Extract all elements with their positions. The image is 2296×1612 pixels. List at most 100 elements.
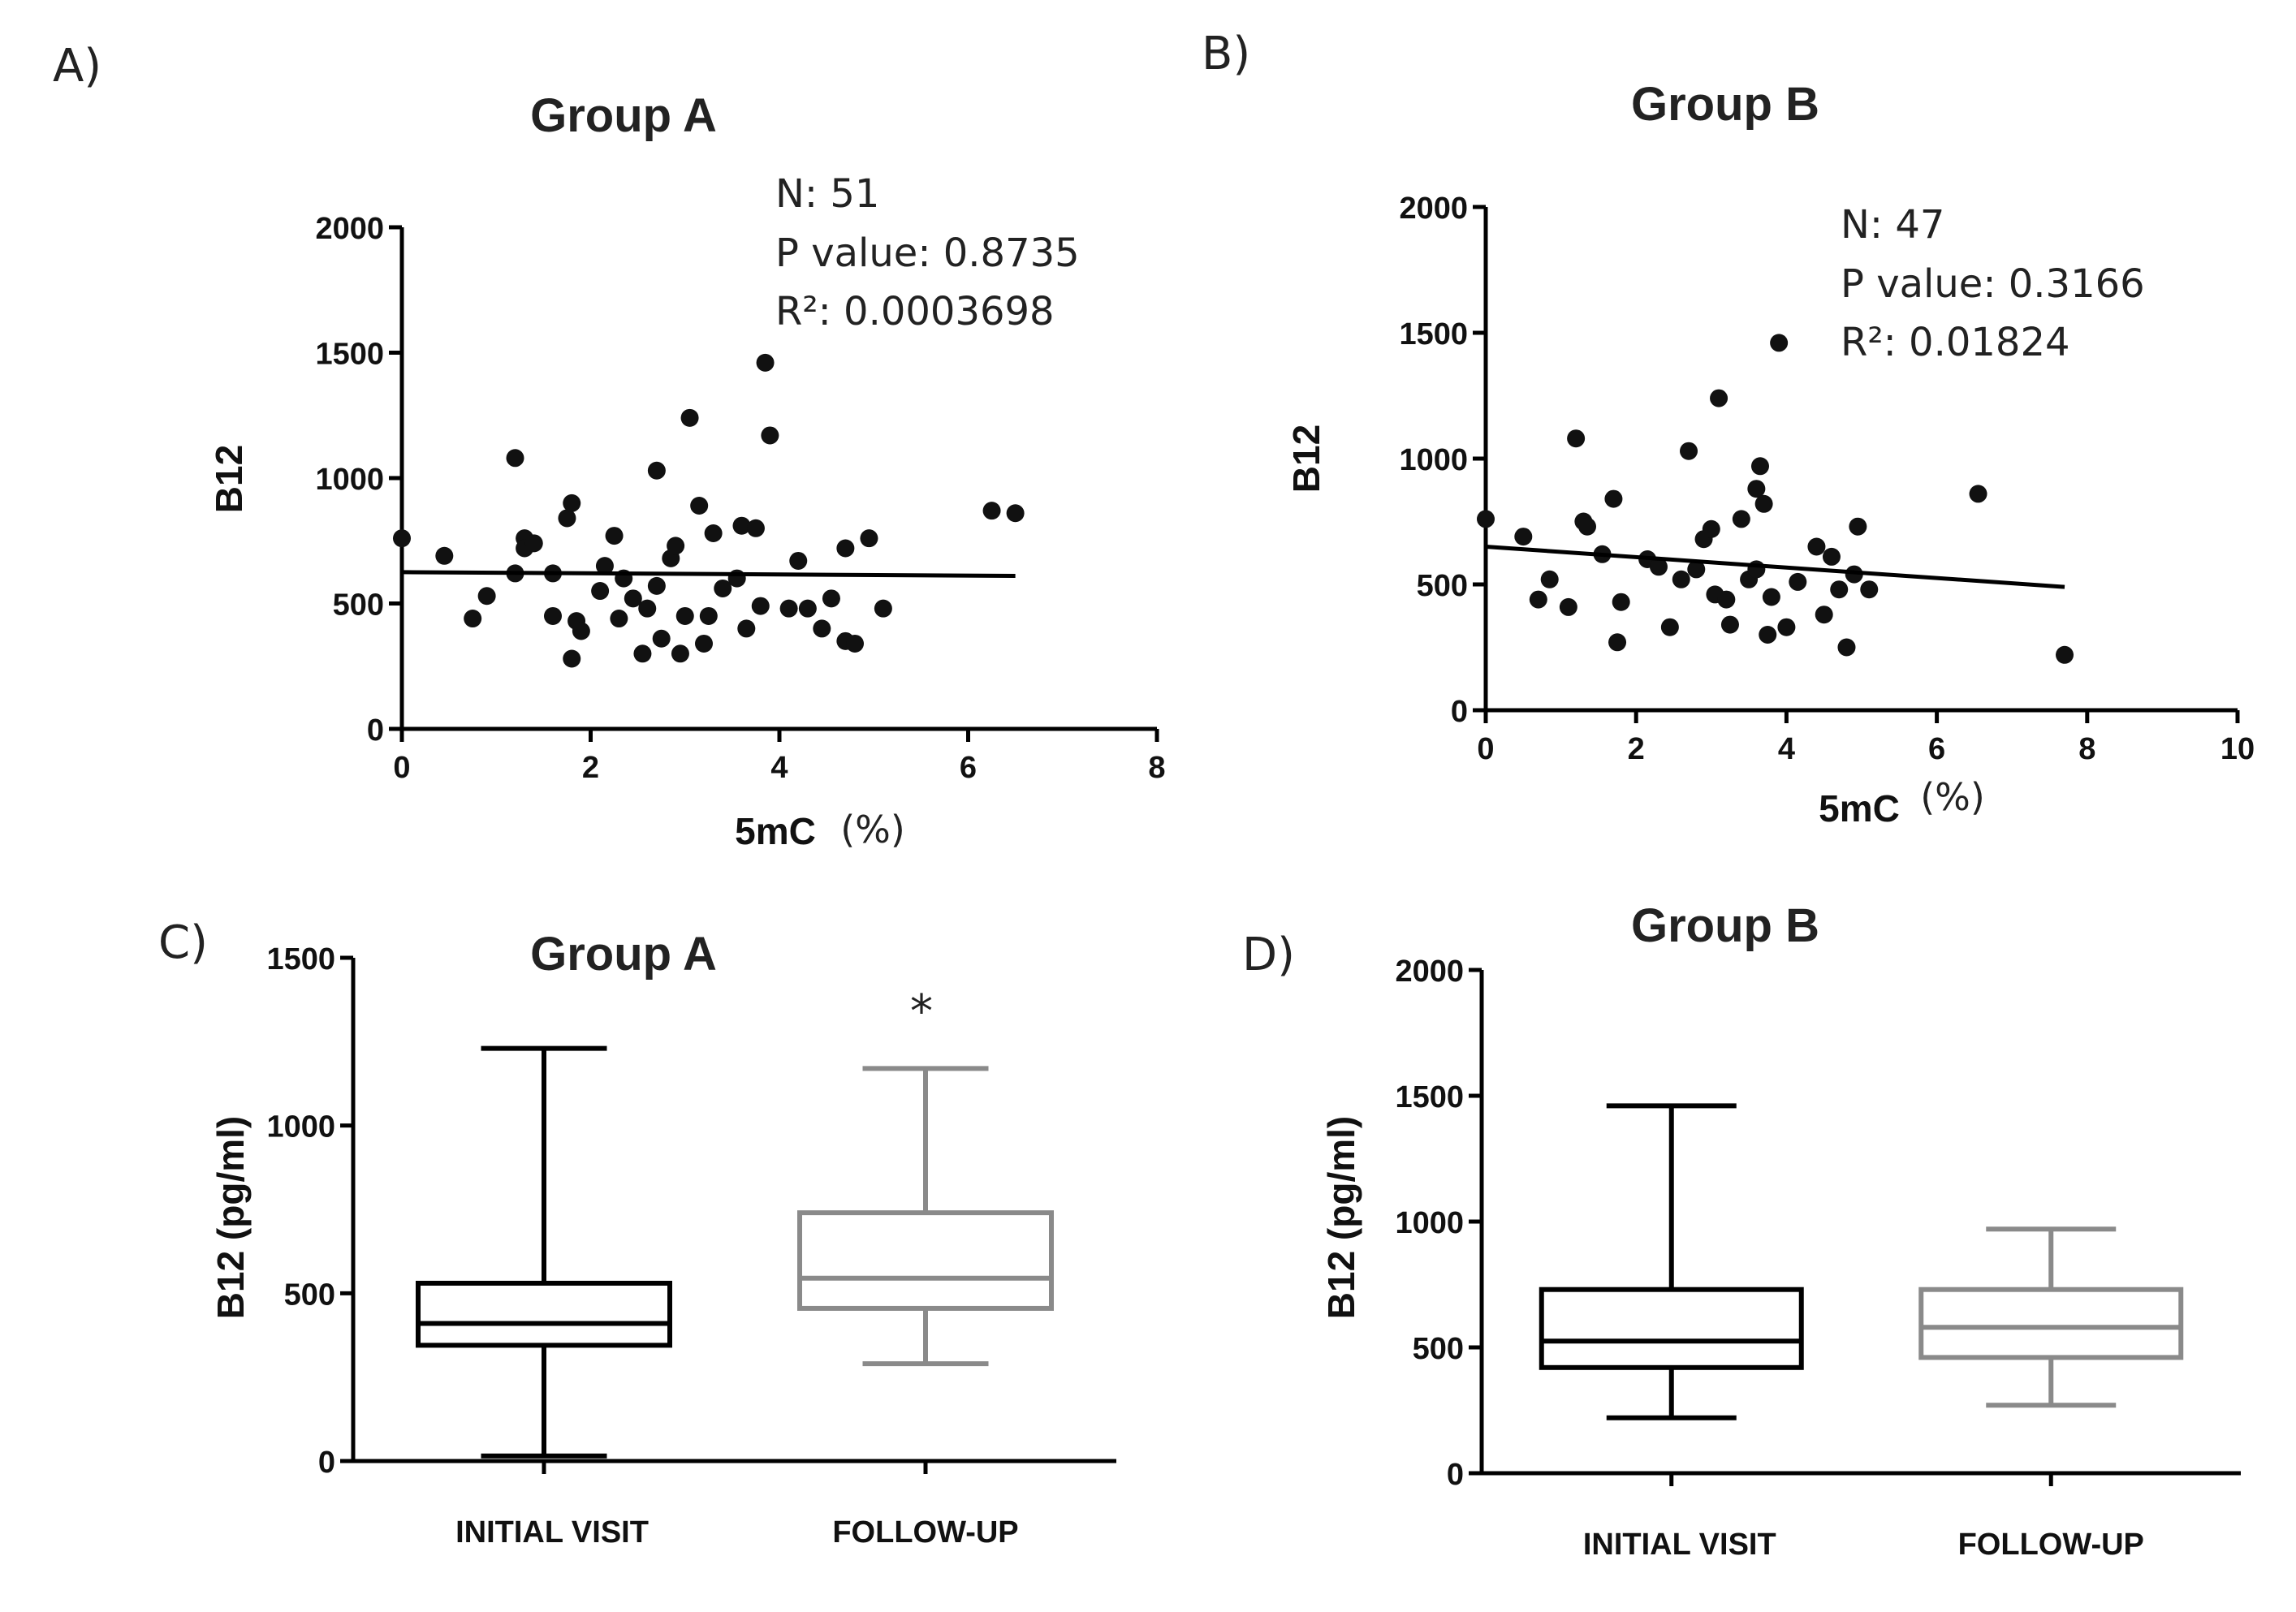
y-tick-label: 1500 <box>1395 1080 1464 1114</box>
x-tick-label: 2 <box>582 751 599 785</box>
data-point <box>714 579 732 597</box>
data-point <box>477 587 496 606</box>
data-point <box>751 597 770 615</box>
data-point <box>695 634 713 653</box>
y-tick-label: 0 <box>1447 1458 1464 1492</box>
data-point <box>1608 633 1627 652</box>
x-tick-label: 6 <box>1928 732 1945 766</box>
data-point <box>1747 480 1766 498</box>
data-point <box>1777 618 1796 636</box>
data-point <box>1559 597 1577 616</box>
data-point <box>1612 593 1630 611</box>
data-point <box>690 496 709 515</box>
panel-label-c: C) <box>158 916 208 969</box>
x-tick-label: 2 <box>1628 732 1645 766</box>
data-point <box>1720 615 1739 634</box>
data-point <box>610 610 628 628</box>
x-axis-unit-b: (%) <box>1920 775 1985 819</box>
data-point <box>874 599 892 618</box>
data-point <box>1578 517 1597 536</box>
data-point <box>822 589 840 608</box>
data-point <box>605 527 624 545</box>
stat-r-squared-b: R²: 0.01824 <box>1841 320 2070 365</box>
data-point <box>1762 588 1780 606</box>
y-axis-label-d: B12 (pg/ml) <box>1320 1116 1362 1319</box>
data-point <box>506 449 524 468</box>
y-tick-label: 2000 <box>1399 192 1468 226</box>
data-point <box>1815 606 1833 624</box>
y-axis-label-b: B12 <box>1285 425 1327 493</box>
data-point <box>667 537 685 555</box>
y-tick-label: 2000 <box>315 212 384 246</box>
data-point <box>1732 510 1750 528</box>
y-tick-label: 500 <box>284 1278 335 1312</box>
x-tick-label: 8 <box>2078 732 2095 766</box>
significance-marker-c: * <box>910 985 933 1038</box>
data-point <box>647 576 666 595</box>
stat-p-value-a: P value: 0.8735 <box>775 231 1080 276</box>
data-point <box>1789 572 1807 591</box>
data-point <box>1849 517 1867 536</box>
category-label: INITIAL VISIT <box>1583 1528 1776 1562</box>
stat-n-b: N: 47 <box>1841 202 1944 248</box>
data-point <box>756 353 775 372</box>
data-point <box>761 426 779 445</box>
x-tick-label: 0 <box>1477 732 1494 766</box>
data-point <box>1860 580 1879 599</box>
data-point <box>1717 590 1736 609</box>
data-point <box>524 534 543 553</box>
box-iqr <box>416 1280 672 1348</box>
chart-title-a: Group A <box>530 89 717 142</box>
data-point <box>558 509 576 528</box>
regression-line-b <box>1485 545 2065 589</box>
y-tick-label: 1000 <box>315 463 384 497</box>
data-point <box>1477 510 1495 528</box>
stat-r-squared-a: R²: 0.0003698 <box>775 289 1055 334</box>
data-point <box>746 519 765 537</box>
data-point <box>779 599 798 618</box>
stat-p-value-b: P value: 0.3166 <box>1841 261 2145 307</box>
category-label: FOLLOW-UP <box>832 1515 1018 1550</box>
data-point <box>1754 494 1773 513</box>
panel-label-b: B) <box>1202 28 1250 80</box>
data-point <box>1750 457 1769 476</box>
y-tick-label: 1500 <box>315 338 384 372</box>
x-axis-unit-a: (%) <box>840 808 905 851</box>
x-axis-label-b: 5mC <box>1819 787 1900 830</box>
data-point <box>1759 626 1777 644</box>
data-point <box>675 606 694 625</box>
data-point <box>1514 528 1533 546</box>
panel-b: B) Group B N: 47 P value: 0.3166 R²: 0.0… <box>1202 28 2255 830</box>
y-tick-label: 0 <box>367 713 384 748</box>
y-tick-label: 0 <box>318 1446 335 1480</box>
data-point <box>1529 590 1547 609</box>
panel-c: C) Group A B12 (pg/ml) * 0 500 1000 1500 INI… <box>158 916 1116 1550</box>
data-point <box>595 557 614 575</box>
data-point <box>798 599 817 618</box>
data-point <box>860 529 878 548</box>
chart-title-b: Group B <box>1631 78 1819 131</box>
category-label: FOLLOW-UP <box>1958 1528 2144 1562</box>
y-tick-label: 1000 <box>266 1110 335 1144</box>
y-tick-label: 2000 <box>1395 955 1464 989</box>
y-tick-label: 1500 <box>1399 317 1468 351</box>
x-tick-label: 4 <box>1778 732 1795 766</box>
data-point <box>1969 485 1987 503</box>
data-point <box>1680 442 1698 460</box>
data-point <box>789 551 808 570</box>
y-tick-label: 500 <box>1417 569 1468 603</box>
data-point <box>1822 547 1841 566</box>
x-tick-label: 6 <box>960 751 977 785</box>
data-point <box>813 619 831 638</box>
data-point <box>680 408 699 427</box>
data-point <box>435 546 454 565</box>
data-point <box>699 606 718 625</box>
data-point <box>591 582 610 601</box>
data-point <box>982 502 1001 520</box>
y-tick-label: 1000 <box>1395 1206 1464 1240</box>
panel-d: D) Group B B12 (pg/ml) 0 500 1000 1500 2000 I… <box>1242 899 2241 1562</box>
data-point <box>1604 489 1623 508</box>
data-point <box>1830 580 1849 599</box>
data-point <box>563 649 581 668</box>
